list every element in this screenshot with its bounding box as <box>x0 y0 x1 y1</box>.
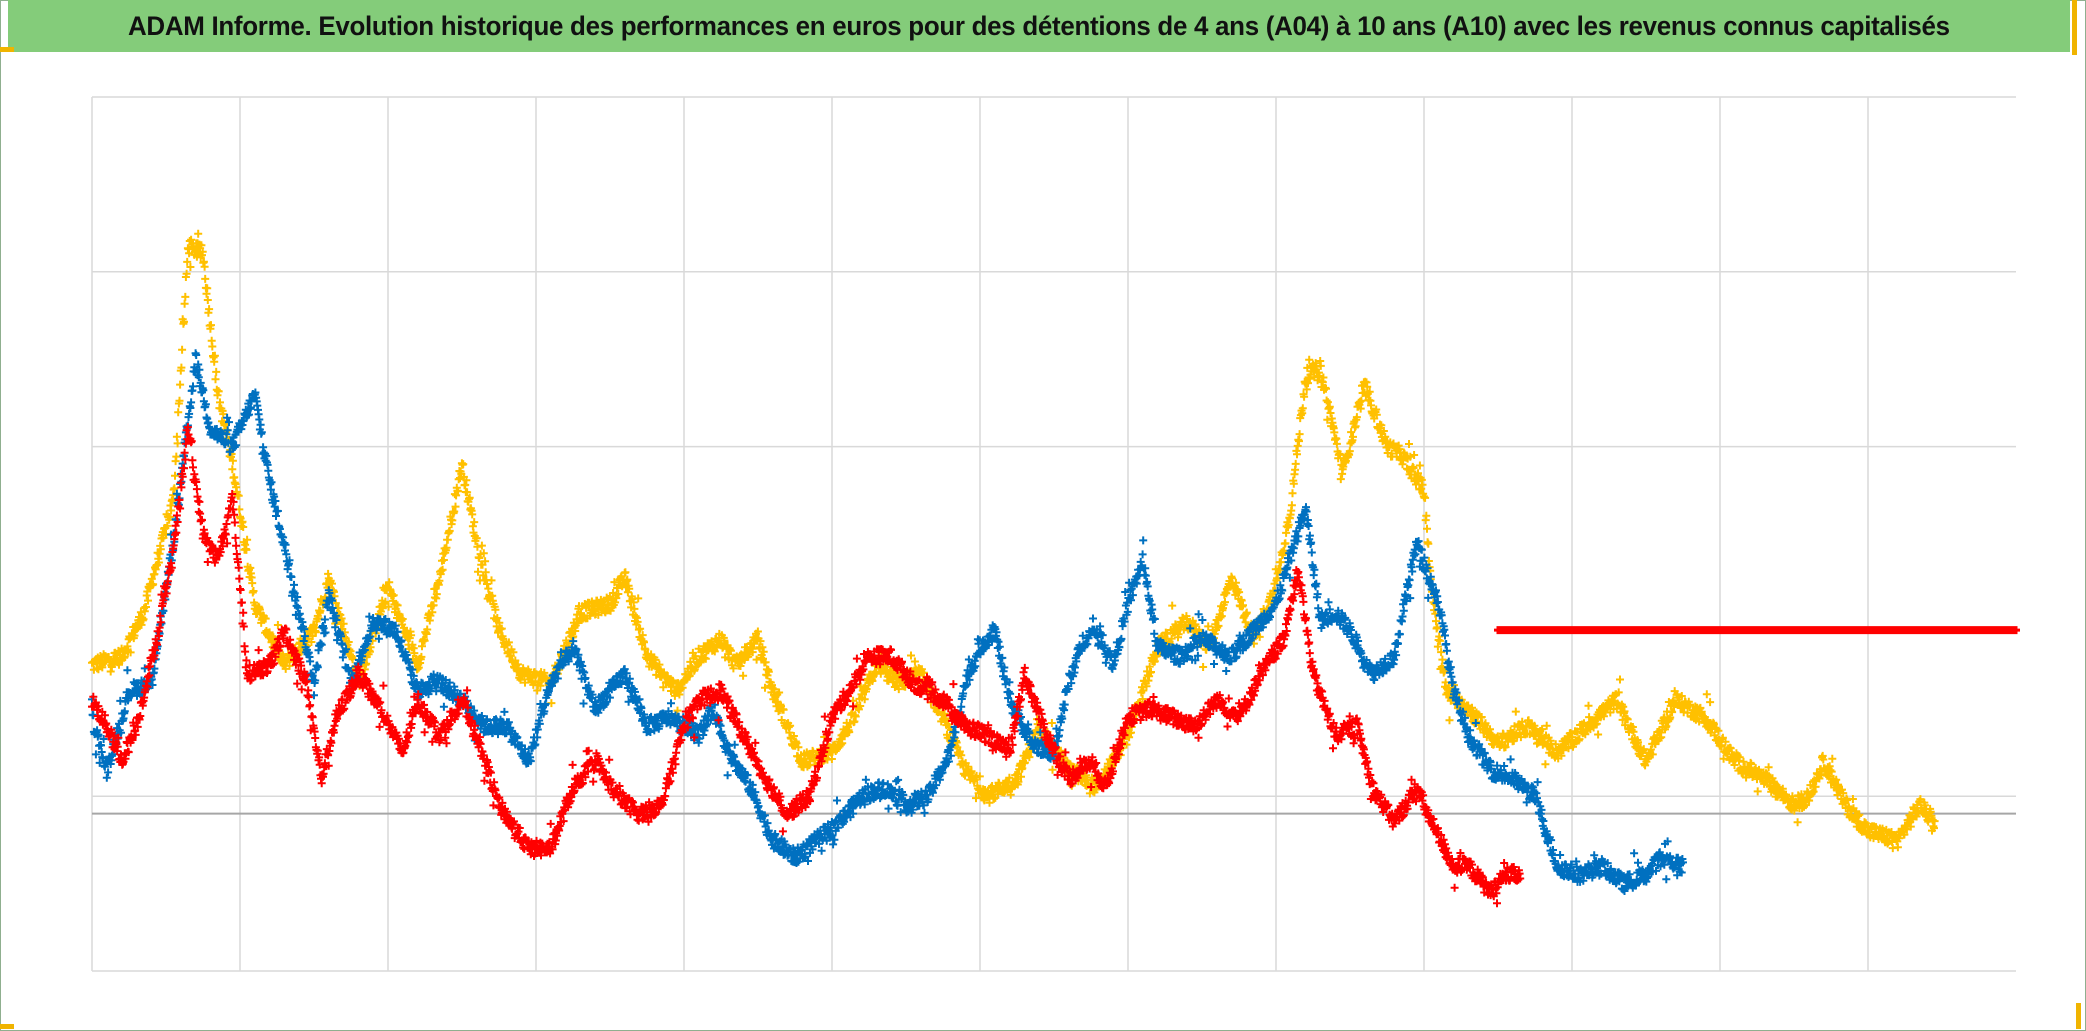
corner-accent-bottom-right <box>2076 1003 2081 1029</box>
plot-area <box>92 97 2016 971</box>
grid <box>91 96 2016 972</box>
series-2 <box>88 423 1525 908</box>
series-layer <box>88 229 2020 908</box>
corner-accent-top-left <box>0 47 14 52</box>
chart-title: ADAM Informe. Evolution historique des p… <box>128 10 1950 41</box>
series-3-markers <box>1494 626 2020 635</box>
series-2-markers <box>88 423 1525 908</box>
title-bar: ADAM Informe. Evolution historique des p… <box>8 0 2070 52</box>
corner-accent-bottom-left <box>0 1024 14 1029</box>
series-1 <box>88 349 1687 895</box>
corner-accent-top-right <box>2072 0 2077 55</box>
series-1-markers <box>88 349 1687 895</box>
series-3 <box>1494 626 2020 635</box>
